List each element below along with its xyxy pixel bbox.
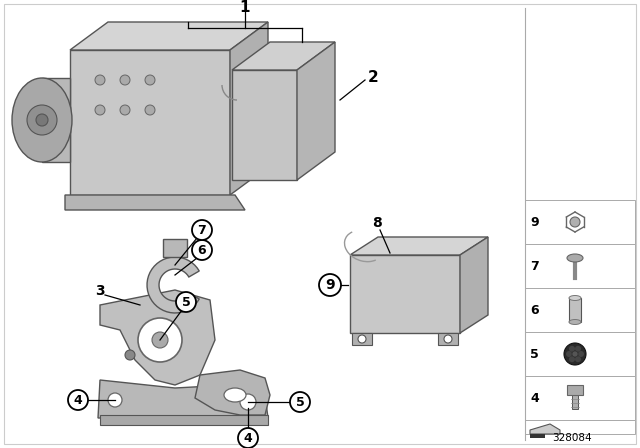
Bar — [525, 420, 635, 434]
Polygon shape — [460, 237, 488, 333]
Circle shape — [240, 394, 256, 410]
Circle shape — [36, 114, 48, 126]
Circle shape — [319, 274, 341, 296]
Polygon shape — [147, 257, 199, 313]
Text: 1: 1 — [240, 0, 250, 16]
Circle shape — [95, 75, 105, 85]
Circle shape — [138, 318, 182, 362]
Polygon shape — [438, 333, 458, 345]
Circle shape — [578, 351, 584, 357]
Circle shape — [238, 428, 258, 448]
Polygon shape — [70, 50, 230, 195]
Circle shape — [569, 346, 575, 352]
Circle shape — [290, 392, 310, 412]
Circle shape — [152, 332, 168, 348]
Circle shape — [27, 105, 57, 135]
Polygon shape — [100, 290, 215, 385]
Bar — [525, 332, 635, 376]
Circle shape — [120, 75, 130, 85]
Text: 328084: 328084 — [552, 433, 592, 443]
Circle shape — [564, 343, 586, 365]
Polygon shape — [297, 42, 335, 180]
Circle shape — [566, 351, 572, 357]
Polygon shape — [232, 70, 297, 180]
Text: 7: 7 — [530, 259, 539, 272]
Polygon shape — [65, 195, 245, 210]
Circle shape — [108, 393, 122, 407]
Text: 5: 5 — [182, 296, 190, 309]
Ellipse shape — [567, 254, 583, 262]
Text: 3: 3 — [95, 284, 105, 298]
Circle shape — [120, 105, 130, 115]
Bar — [525, 288, 635, 332]
Circle shape — [68, 390, 88, 410]
Polygon shape — [530, 434, 545, 438]
Polygon shape — [567, 385, 583, 395]
Circle shape — [145, 75, 155, 85]
Polygon shape — [232, 42, 335, 70]
Text: 8: 8 — [372, 216, 382, 230]
Bar — [525, 376, 635, 420]
Text: 6: 6 — [198, 244, 206, 257]
Text: 4: 4 — [74, 393, 83, 406]
Circle shape — [95, 105, 105, 115]
Text: 7: 7 — [198, 224, 206, 237]
Ellipse shape — [224, 388, 246, 402]
Ellipse shape — [569, 319, 581, 324]
Polygon shape — [352, 333, 372, 345]
Ellipse shape — [12, 78, 72, 162]
Polygon shape — [530, 424, 560, 434]
Bar — [525, 200, 635, 244]
Polygon shape — [98, 380, 268, 418]
Circle shape — [176, 292, 196, 312]
Circle shape — [358, 335, 366, 343]
Circle shape — [125, 350, 135, 360]
Text: 5: 5 — [296, 396, 305, 409]
Circle shape — [570, 217, 580, 227]
Text: 4: 4 — [530, 392, 539, 405]
Polygon shape — [70, 22, 268, 50]
Polygon shape — [230, 22, 268, 195]
Bar — [525, 244, 635, 288]
Polygon shape — [572, 395, 578, 409]
Text: 6: 6 — [530, 303, 539, 316]
Circle shape — [572, 351, 578, 357]
Text: 5: 5 — [530, 348, 539, 361]
Polygon shape — [195, 370, 270, 415]
Text: 2: 2 — [367, 70, 378, 86]
Circle shape — [192, 220, 212, 240]
Circle shape — [192, 240, 212, 260]
Circle shape — [145, 105, 155, 115]
Polygon shape — [163, 239, 187, 257]
Text: 9: 9 — [325, 278, 335, 292]
Text: 4: 4 — [244, 431, 252, 444]
Ellipse shape — [569, 296, 581, 301]
Polygon shape — [350, 255, 460, 333]
Polygon shape — [42, 78, 70, 162]
Text: 9: 9 — [530, 215, 539, 228]
Circle shape — [575, 356, 581, 362]
Circle shape — [444, 335, 452, 343]
Polygon shape — [100, 415, 268, 425]
Polygon shape — [350, 237, 488, 255]
Polygon shape — [569, 298, 581, 322]
Circle shape — [569, 356, 575, 362]
Circle shape — [575, 346, 581, 352]
